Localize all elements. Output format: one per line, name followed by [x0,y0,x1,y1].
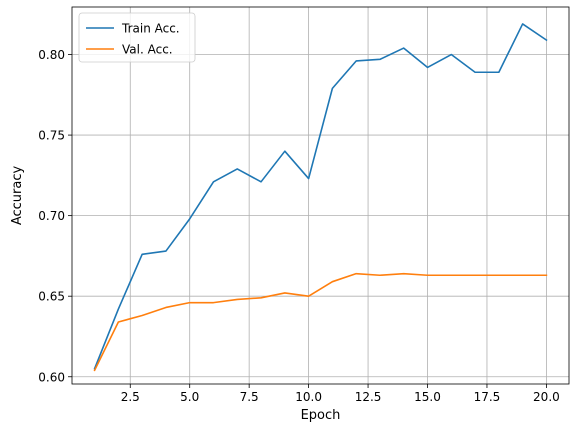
x-tick-label: 2.5 [121,390,140,404]
plot-frame [71,6,570,385]
y-tick-label: 0.70 [38,209,65,223]
series-lines [93,23,548,372]
legend-label: Val. Acc. [122,43,173,57]
x-tick-label: 10.0 [295,390,322,404]
y-tick-label: 0.60 [38,370,65,384]
y-tick-label: 0.80 [38,48,65,62]
x-tick-label: 15.0 [414,390,441,404]
x-axis-label: Epoch [301,408,341,423]
axis-ticks: 2.5 5.0 7.5 10.0 12.5 15.0 17.5 20.0 0.60 0.65 0.7… [38,48,559,404]
x-tick-label: 7.5 [240,390,259,404]
x-tick-label: 12.5 [355,390,382,404]
legend-label: Train Acc. [121,22,180,36]
x-tick-label: 20.0 [533,390,560,404]
legend: Train Acc. Val. Acc. [78,12,196,63]
grid-lines [72,7,569,384]
x-tick-label: 5.0 [180,390,199,404]
series-line-train-acc [93,23,548,370]
y-tick-label: 0.65 [38,290,65,304]
y-axis-label: Accuracy [10,166,25,226]
y-tick-label: 0.75 [38,129,65,143]
x-tick-label: 17.5 [474,390,501,404]
series-line-val-acc [93,272,548,372]
